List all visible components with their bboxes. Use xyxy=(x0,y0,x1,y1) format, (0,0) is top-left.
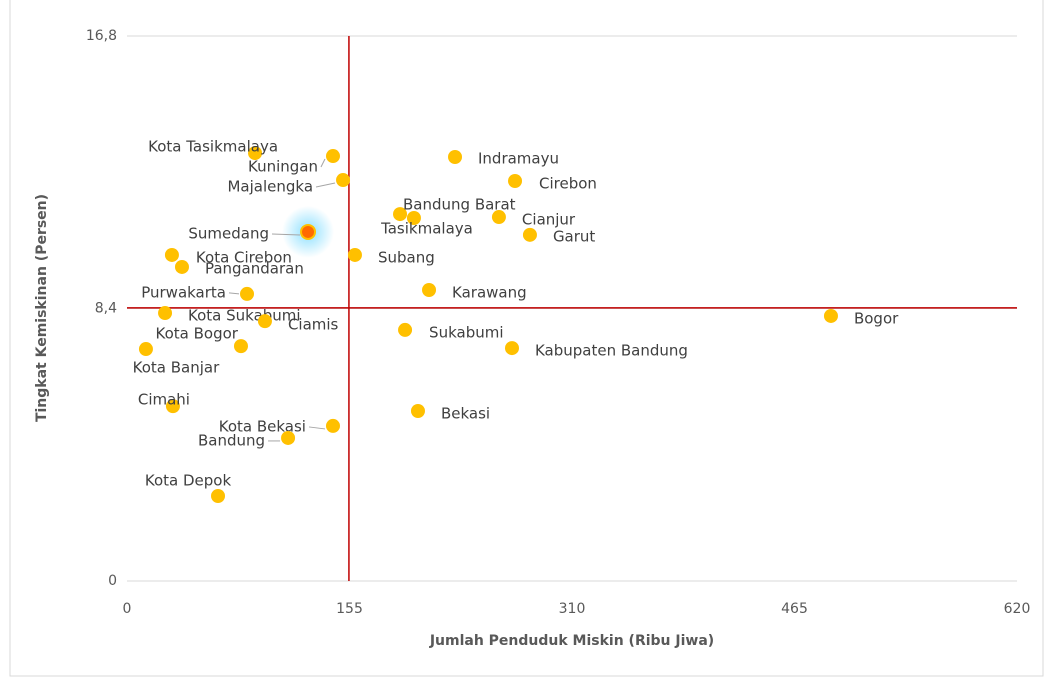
y-tick-label: 8,4 xyxy=(95,301,117,317)
leader-line xyxy=(308,426,326,430)
point-label: Kota Depok xyxy=(145,472,232,490)
y-axis-title: Tingkat Kemiskinan (Persen) xyxy=(34,194,50,422)
point xyxy=(422,283,437,298)
point-label: Cimahi xyxy=(138,391,190,409)
point-label: Bandung Barat xyxy=(403,196,516,214)
point xyxy=(393,207,408,222)
point xyxy=(325,418,340,433)
chart-border xyxy=(9,0,1044,677)
point xyxy=(491,210,506,225)
leader-line xyxy=(228,292,240,295)
point-label: Sumedang xyxy=(188,224,269,242)
point xyxy=(211,489,226,504)
point xyxy=(325,149,340,164)
y-tick-label: 0 xyxy=(108,573,117,589)
point-label: Kota Banjar xyxy=(133,359,220,377)
point-label: Subang xyxy=(378,248,435,266)
leader-line xyxy=(320,158,326,168)
point-label: Bekasi xyxy=(441,405,490,423)
point xyxy=(448,150,463,165)
point xyxy=(240,286,255,301)
point xyxy=(522,227,537,242)
x-tick-label: 0 xyxy=(123,601,132,617)
x-tick-label: 155 xyxy=(336,601,363,617)
point-label: Majalengka xyxy=(227,178,313,196)
point xyxy=(823,308,838,323)
x-tick-label: 310 xyxy=(559,601,586,617)
point-label: Garut xyxy=(553,227,595,245)
point xyxy=(508,174,523,189)
point-label: Kota Cirebon xyxy=(196,248,292,266)
point-label: Karawang xyxy=(452,284,527,302)
point xyxy=(138,342,153,357)
point xyxy=(248,146,263,161)
point-label: Kota Bekasi xyxy=(219,417,306,435)
point-label: Cirebon xyxy=(539,175,597,193)
point-label: Kota Bogor xyxy=(156,325,239,343)
y-tick-label: 16,8 xyxy=(86,28,117,44)
point xyxy=(174,259,189,274)
point-label: Sukabumi xyxy=(429,323,503,341)
point-label: Tasikmalaya xyxy=(380,219,473,237)
point-label: Kota Tasikmalaya xyxy=(148,138,278,156)
point-label: Kabupaten Bandung xyxy=(535,342,688,360)
point xyxy=(504,341,519,356)
x-axis-title: Jumlah Penduduk Miskin (Ribu Jiwa) xyxy=(429,633,714,649)
point xyxy=(347,247,362,262)
point xyxy=(300,223,317,240)
point-label: Pangandaran xyxy=(205,259,304,277)
point xyxy=(398,322,413,337)
point xyxy=(165,399,180,414)
leader-line xyxy=(271,233,301,236)
leader-line xyxy=(315,182,336,188)
x-tick-label: 465 xyxy=(781,601,808,617)
point-label: Bogor xyxy=(854,309,899,327)
point-label: Cianjur xyxy=(522,211,576,229)
point-label: Kota Sukabumi xyxy=(188,307,301,325)
point xyxy=(158,306,173,321)
point-label: Ciamis xyxy=(288,316,339,334)
point xyxy=(233,339,248,354)
point xyxy=(410,404,425,419)
point-label: Kuningan xyxy=(248,158,318,176)
point xyxy=(281,430,296,445)
point xyxy=(406,210,421,225)
point-label: Bandung xyxy=(198,431,265,449)
point xyxy=(336,173,351,188)
point xyxy=(164,247,179,262)
x-tick-label: 620 xyxy=(1004,601,1031,617)
point-label: Indramayu xyxy=(478,150,559,168)
point xyxy=(257,314,272,329)
point-label: Purwakarta xyxy=(141,283,226,301)
